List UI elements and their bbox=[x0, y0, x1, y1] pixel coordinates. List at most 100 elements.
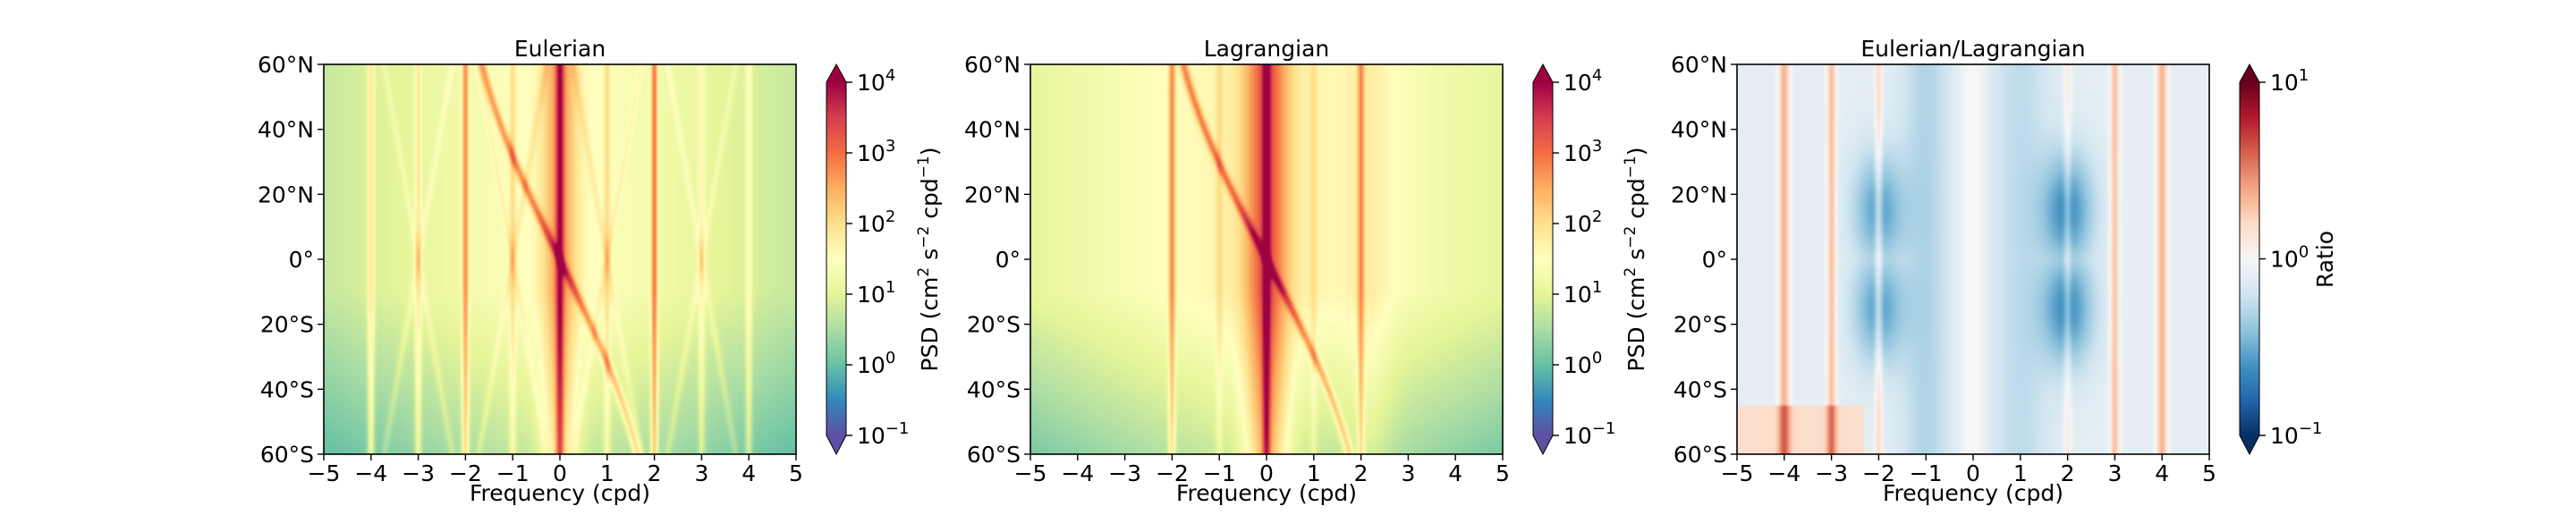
colorbar-tick-label: 102 bbox=[1563, 207, 1602, 237]
y-tick-label: 60°N bbox=[1671, 52, 1727, 78]
x-tick-label: −3 bbox=[1108, 460, 1141, 486]
colorbar-tick-label: 10−1 bbox=[2270, 419, 2322, 449]
y-tick-label: 0° bbox=[1702, 247, 1727, 273]
y-tick-label: 20°N bbox=[964, 182, 1021, 207]
colorbar-tick-label: 10−1 bbox=[857, 419, 909, 449]
heatmap-image bbox=[1737, 64, 2209, 454]
y-tick-label: 20°S bbox=[260, 312, 314, 338]
panel-title: Eulerian bbox=[514, 36, 606, 62]
x-tick-label: 3 bbox=[2107, 460, 2122, 486]
colorbar-label: Ratio bbox=[2312, 231, 2338, 288]
y-axis-ticks: 60°N 40°N 20°N 0° 20°S 40°S 60°S bbox=[1671, 52, 1737, 468]
colorbar-tick-label: 101 bbox=[2270, 66, 2309, 96]
colorbar-tick-label: 100 bbox=[857, 349, 895, 378]
x-tick-label: −4 bbox=[1767, 460, 1801, 486]
x-tick-label: −1 bbox=[496, 460, 530, 486]
colorbar-tick-label: 100 bbox=[2270, 243, 2309, 273]
colorbar-label: PSD (cm2 s−2 cpd−1) bbox=[1622, 147, 1649, 371]
y-axis-ticks: 60°N 40°N 20°N 0° 20°S 40°S 60°S bbox=[258, 52, 324, 468]
x-tick-label: 5 bbox=[2202, 460, 2216, 486]
x-tick-label: −1 bbox=[1910, 460, 1943, 486]
y-tick-label: 20°N bbox=[1671, 182, 1727, 207]
panel-title: Lagrangian bbox=[1204, 36, 1330, 62]
x-tick-label: 0 bbox=[1259, 460, 1274, 486]
colorbar-tick-label: 102 bbox=[857, 207, 895, 237]
y-tick-label: 60°S bbox=[260, 442, 314, 468]
x-tick-label: 5 bbox=[1496, 460, 1510, 486]
panel-lagrangian: Lagrangian −5 −4 −3 −2 −1 0 1 2 3 4 5 60°N 40°N 20°N… bbox=[964, 36, 1649, 506]
x-tick-label: 2 bbox=[1354, 460, 1368, 486]
x-tick-label: −4 bbox=[354, 460, 387, 486]
panel-title: Eulerian/Lagrangian bbox=[1860, 36, 2085, 62]
y-tick-label: 60°S bbox=[967, 442, 1021, 468]
colorbar-extend-max bbox=[826, 64, 846, 82]
colorbar-tick-label: 103 bbox=[857, 137, 895, 166]
panel-eulerian: Eulerian −5 −4 −3 −2 −1 0 1 2 3 4 5 60°N 40°N 20°N 0°… bbox=[258, 36, 943, 506]
x-axis-label: Frequency (cpd) bbox=[1176, 480, 1357, 506]
x-tick-label: 2 bbox=[648, 460, 662, 486]
y-tick-label: 20°S bbox=[967, 312, 1021, 338]
colorbar-extend-min bbox=[826, 435, 846, 454]
x-axis-ticks: −5 −4 −3 −2 −1 0 1 2 3 4 5 bbox=[1014, 454, 1510, 486]
colorbar-tick-label: 10−1 bbox=[1563, 419, 1615, 449]
y-tick-label: 40°S bbox=[1674, 376, 1727, 402]
x-tick-label: −2 bbox=[1862, 460, 1895, 486]
colorbar-extend-max bbox=[2240, 64, 2259, 82]
panel-ratio: Eulerian/Lagrangian −5 −4 −3 −2 −1 0 1 2 3 4 5 60°… bbox=[1671, 36, 2338, 506]
y-tick-label: 0° bbox=[996, 247, 1021, 273]
colorbar-extend-max bbox=[1533, 64, 1553, 82]
x-tick-label: 4 bbox=[1448, 460, 1462, 486]
x-tick-label: −2 bbox=[449, 460, 482, 486]
x-tick-label: 3 bbox=[1401, 460, 1415, 486]
x-tick-label: −1 bbox=[1203, 460, 1236, 486]
colorbar-tick-label: 100 bbox=[1563, 349, 1602, 378]
x-tick-label: −3 bbox=[1815, 460, 1848, 486]
x-tick-label: −2 bbox=[1156, 460, 1189, 486]
x-tick-label: 1 bbox=[1307, 460, 1321, 486]
colorbar-ticks: 104 103 102 101 100 10−1 bbox=[1553, 66, 1615, 449]
colorbar-tick-label: 104 bbox=[1563, 66, 1602, 96]
y-tick-label: 60°S bbox=[1674, 442, 1727, 468]
colorbar-label: PSD (cm2 s−2 cpd−1) bbox=[915, 147, 943, 371]
colorbar-gradient bbox=[826, 82, 846, 435]
heatmap-image bbox=[324, 64, 796, 454]
x-axis-label: Frequency (cpd) bbox=[1883, 480, 2063, 506]
colorbar-ticks: 104 103 102 101 100 10−1 bbox=[846, 66, 909, 449]
colorbar-extend-min bbox=[1533, 435, 1553, 454]
colorbar-gradient bbox=[2240, 82, 2259, 435]
x-axis-ticks: −5 −4 −3 −2 −1 0 1 2 3 4 5 bbox=[308, 454, 803, 486]
x-tick-label: 3 bbox=[694, 460, 708, 486]
colorbar-tick-label: 104 bbox=[857, 66, 895, 96]
y-tick-label: 60°N bbox=[964, 52, 1021, 78]
x-tick-label: 0 bbox=[553, 460, 567, 486]
y-tick-label: 40°S bbox=[260, 376, 314, 402]
y-tick-label: 40°N bbox=[258, 117, 314, 143]
y-tick-label: 20°N bbox=[258, 182, 314, 207]
x-tick-label: 5 bbox=[789, 460, 803, 486]
colorbar-extend-min bbox=[2240, 435, 2259, 454]
y-axis-ticks: 60°N 40°N 20°N 0° 20°S 40°S 60°S bbox=[964, 52, 1030, 468]
colorbar-tick-label: 101 bbox=[857, 278, 895, 308]
y-tick-label: 40°N bbox=[1671, 117, 1727, 143]
y-tick-label: 40°N bbox=[964, 117, 1021, 143]
heatmap-image bbox=[1030, 64, 1503, 454]
x-tick-label: −5 bbox=[1721, 460, 1754, 486]
x-tick-label: 0 bbox=[1966, 460, 1980, 486]
colorbar: 101 100 10−1 Ratio bbox=[2239, 63, 2338, 456]
y-tick-label: 20°S bbox=[1674, 312, 1727, 338]
x-tick-label: 2 bbox=[2061, 460, 2075, 486]
x-tick-label: 4 bbox=[741, 460, 756, 486]
colorbar-ticks: 101 100 10−1 bbox=[2259, 66, 2322, 449]
y-tick-label: 0° bbox=[289, 247, 314, 273]
colorbar-tick-label: 103 bbox=[1563, 137, 1602, 166]
colorbar-tick-label: 101 bbox=[1563, 278, 1602, 308]
colorbar-gradient bbox=[1533, 82, 1553, 435]
x-tick-label: 4 bbox=[2155, 460, 2169, 486]
x-tick-label: 1 bbox=[2013, 460, 2028, 486]
x-tick-label: 1 bbox=[600, 460, 614, 486]
x-axis-label: Frequency (cpd) bbox=[470, 480, 650, 506]
x-tick-label: −3 bbox=[402, 460, 435, 486]
y-tick-label: 60°N bbox=[258, 52, 314, 78]
colorbar: 104 103 102 101 100 10−1 PSD (cm2 s−2 cpd−1) bbox=[1532, 63, 1649, 456]
